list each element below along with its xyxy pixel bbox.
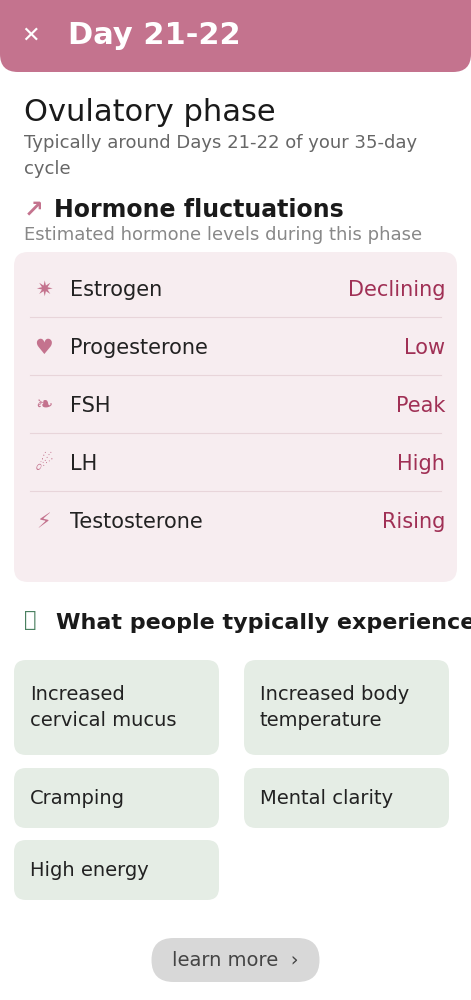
- Text: ☄: ☄: [35, 454, 53, 474]
- Text: Typically around Days 21-22 of your 35-day
cycle: Typically around Days 21-22 of your 35-d…: [24, 134, 417, 178]
- Text: LH: LH: [70, 454, 97, 474]
- Text: 👪: 👪: [24, 610, 36, 630]
- FancyBboxPatch shape: [152, 938, 319, 982]
- Text: Cramping: Cramping: [30, 788, 125, 808]
- Text: ✕: ✕: [21, 26, 39, 46]
- Text: Declining: Declining: [348, 280, 445, 300]
- Text: Ovulatory phase: Ovulatory phase: [24, 98, 276, 127]
- Text: Increased body
temperature: Increased body temperature: [260, 685, 409, 730]
- Text: ✷: ✷: [35, 280, 53, 300]
- Text: Mental clarity: Mental clarity: [260, 788, 393, 808]
- FancyBboxPatch shape: [14, 840, 219, 900]
- Text: Estimated hormone levels during this phase: Estimated hormone levels during this pha…: [24, 226, 422, 244]
- Text: What people typically experience: What people typically experience: [56, 613, 471, 633]
- Text: Testosterone: Testosterone: [70, 512, 203, 532]
- Text: Peak: Peak: [396, 396, 445, 416]
- FancyBboxPatch shape: [14, 252, 457, 582]
- Text: FSH: FSH: [70, 396, 111, 416]
- FancyBboxPatch shape: [244, 768, 449, 828]
- Text: Day 21-22: Day 21-22: [68, 21, 241, 50]
- FancyBboxPatch shape: [14, 768, 219, 828]
- Text: learn more  ›: learn more ›: [172, 950, 299, 970]
- Text: High energy: High energy: [30, 860, 149, 880]
- FancyBboxPatch shape: [14, 660, 219, 755]
- Text: Estrogen: Estrogen: [70, 280, 162, 300]
- Text: ⚡: ⚡: [37, 512, 51, 532]
- Text: Hormone fluctuations: Hormone fluctuations: [54, 198, 344, 222]
- Text: ↗: ↗: [24, 198, 44, 222]
- Text: High: High: [397, 454, 445, 474]
- Text: Increased
cervical mucus: Increased cervical mucus: [30, 685, 177, 730]
- Text: ❧: ❧: [35, 396, 53, 416]
- Bar: [0, 0, 471, 10]
- Text: ♥: ♥: [35, 338, 53, 358]
- Text: Rising: Rising: [382, 512, 445, 532]
- FancyBboxPatch shape: [244, 660, 449, 755]
- FancyBboxPatch shape: [0, 0, 471, 72]
- Text: Progesterone: Progesterone: [70, 338, 208, 358]
- Text: Low: Low: [404, 338, 445, 358]
